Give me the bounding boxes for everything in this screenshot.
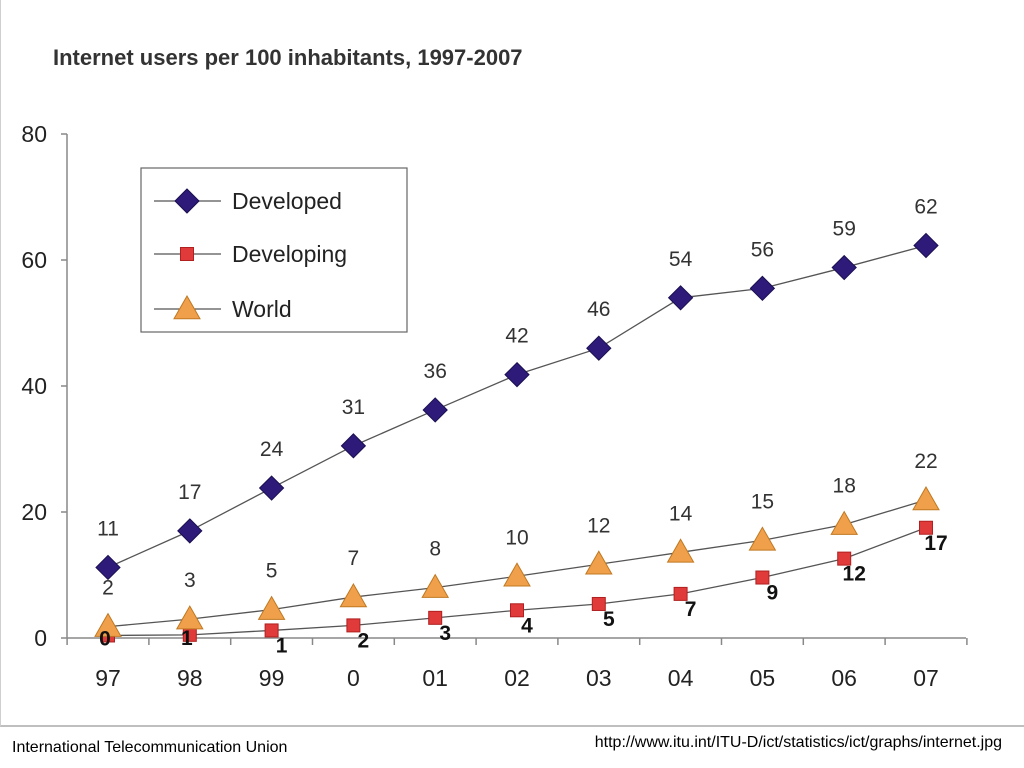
developing-point bbox=[919, 520, 933, 535]
x-tick-label: 99 bbox=[259, 665, 285, 691]
world-data-label: 7 bbox=[348, 547, 360, 570]
developing-point bbox=[346, 618, 361, 633]
developing-data-label: 0 bbox=[99, 627, 111, 650]
developed-data-label: 62 bbox=[914, 196, 937, 219]
legend-label-world: World bbox=[232, 296, 292, 322]
developed-point bbox=[177, 518, 203, 544]
world-data-label: 22 bbox=[914, 450, 937, 473]
developed-data-label: 31 bbox=[342, 396, 365, 419]
x-tick-label: 02 bbox=[504, 665, 530, 691]
y-tick-label: 20 bbox=[21, 499, 47, 525]
world-data-label: 2 bbox=[102, 577, 114, 600]
world-point bbox=[912, 486, 940, 511]
world-point bbox=[175, 605, 204, 630]
developing-data-label: 3 bbox=[439, 622, 451, 645]
world-point bbox=[94, 612, 122, 637]
y-tick-label: 40 bbox=[21, 373, 47, 399]
legend-label-developing: Developing bbox=[232, 241, 347, 267]
line-chart: Internet users per 100 inhabitants, 1997… bbox=[21, 45, 968, 691]
x-tick-label: 97 bbox=[95, 665, 121, 691]
developing-data-label: 7 bbox=[685, 598, 697, 621]
world-point bbox=[830, 510, 859, 535]
world-point bbox=[421, 573, 450, 598]
y-tick-label: 80 bbox=[21, 121, 47, 147]
x-tick-label: 03 bbox=[586, 665, 612, 691]
world-data-label: 14 bbox=[669, 502, 693, 525]
developing-data-label: 17 bbox=[924, 532, 947, 555]
legend-marker-developing bbox=[180, 247, 194, 261]
developing-point bbox=[264, 623, 279, 638]
world-data-label: 15 bbox=[751, 490, 774, 513]
legend-marker-developed bbox=[174, 188, 200, 214]
developed-point bbox=[586, 335, 612, 361]
developed-point bbox=[95, 554, 121, 581]
developing-data-label: 9 bbox=[767, 582, 779, 605]
x-tick-label: 06 bbox=[831, 665, 857, 691]
developed-point bbox=[667, 285, 694, 311]
developed-data-label: 11 bbox=[97, 517, 119, 540]
source-organization: International Telecommunication Union bbox=[12, 739, 288, 756]
legend-marker-world bbox=[173, 294, 201, 320]
x-tick-label: 98 bbox=[177, 665, 203, 691]
developing-data-label: 12 bbox=[843, 563, 866, 586]
developing-point bbox=[755, 570, 770, 585]
developed-data-label: 42 bbox=[505, 325, 528, 348]
developed-data-label: 56 bbox=[751, 238, 774, 261]
chart-title: Internet users per 100 inhabitants, 1997… bbox=[53, 45, 523, 70]
chart-frame: Internet users per 100 inhabitants, 1997… bbox=[0, 0, 1024, 727]
developed-data-label: 46 bbox=[587, 298, 610, 321]
developing-point bbox=[837, 551, 852, 566]
developed-data-label: 54 bbox=[669, 248, 693, 271]
x-tick-label: 05 bbox=[750, 665, 776, 691]
world-data-label: 3 bbox=[184, 569, 196, 592]
world-point bbox=[666, 538, 695, 563]
world-point bbox=[257, 595, 286, 620]
world-data-label: 5 bbox=[266, 560, 278, 583]
world-point bbox=[748, 526, 777, 551]
developed-data-label: 36 bbox=[424, 360, 447, 383]
developed-point bbox=[258, 475, 285, 501]
world-data-label: 8 bbox=[429, 538, 441, 561]
developed-point bbox=[340, 433, 367, 459]
x-tick-label: 04 bbox=[668, 665, 694, 691]
world-data-label: 18 bbox=[833, 475, 856, 498]
world-data-label: 12 bbox=[587, 514, 610, 537]
developing-data-label: 5 bbox=[603, 608, 615, 631]
developed-point bbox=[422, 397, 448, 423]
world-point bbox=[584, 550, 613, 575]
developing-data-label: 1 bbox=[276, 634, 288, 657]
developed-data-label: 59 bbox=[833, 218, 856, 241]
developed-data-label: 24 bbox=[260, 438, 284, 461]
x-tick-label: 01 bbox=[422, 665, 448, 691]
developed-point bbox=[913, 232, 939, 259]
world-point bbox=[339, 583, 368, 608]
developing-point bbox=[510, 603, 524, 618]
developed-point bbox=[749, 275, 776, 302]
developing-point bbox=[428, 610, 443, 625]
y-tick-label: 0 bbox=[34, 625, 47, 651]
series-markers bbox=[94, 232, 940, 643]
y-tick-label: 60 bbox=[21, 247, 47, 273]
x-tick-label: 0 bbox=[347, 665, 360, 691]
developing-point bbox=[591, 596, 606, 611]
developing-data-label: 1 bbox=[181, 627, 193, 650]
developing-data-label: 2 bbox=[358, 629, 370, 652]
developed-point bbox=[831, 254, 857, 281]
world-data-label: 10 bbox=[505, 526, 528, 549]
world-point bbox=[503, 562, 531, 587]
developed-point bbox=[504, 361, 530, 388]
x-tick-label: 07 bbox=[913, 665, 939, 691]
developing-point bbox=[673, 586, 688, 601]
chart-legend: Developed Developing World bbox=[140, 167, 408, 333]
developing-data-label: 4 bbox=[521, 614, 533, 637]
legend-label-developed: Developed bbox=[232, 188, 342, 214]
source-url[interactable]: http://www.itu.int/ITU-D/ict/statistics/… bbox=[594, 734, 1002, 751]
developed-data-label: 17 bbox=[178, 481, 201, 504]
